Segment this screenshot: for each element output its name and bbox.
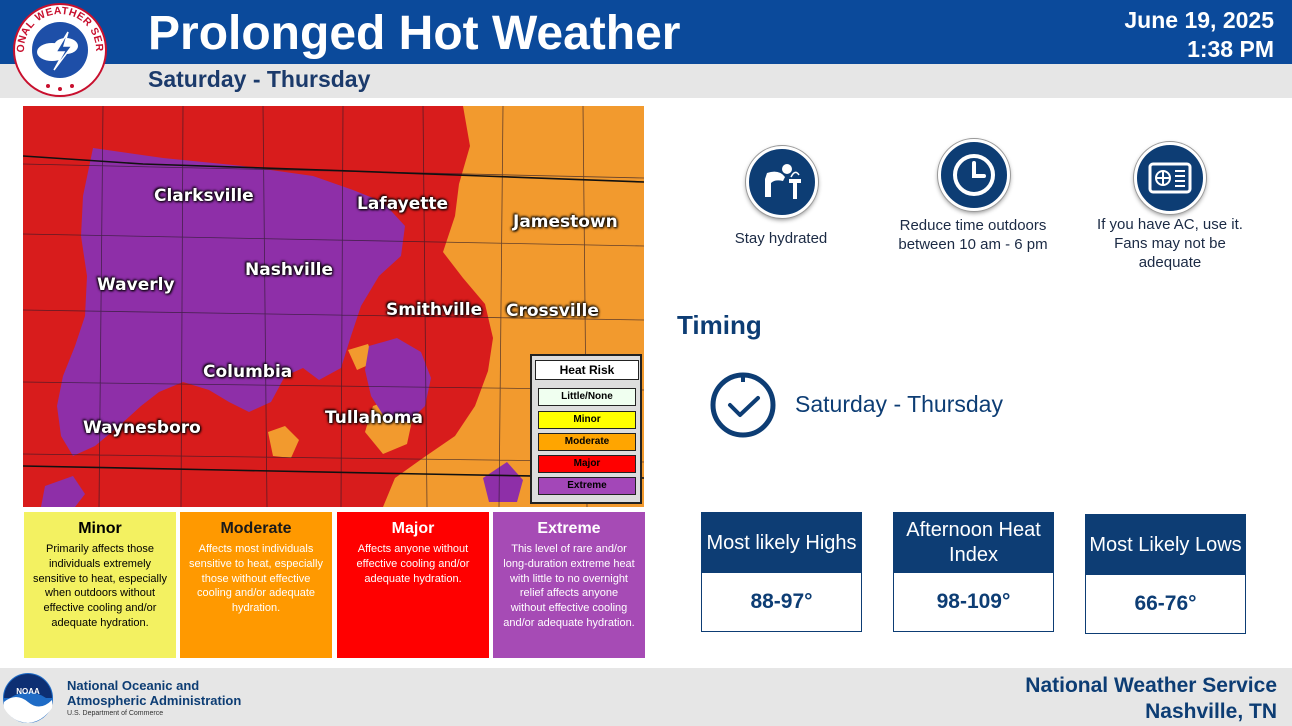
city-label-lafayette: Lafayette [357, 194, 449, 214]
timing-clock-icon [710, 372, 776, 438]
subheader-bar [0, 64, 1292, 98]
risk-title: Extreme [537, 520, 601, 537]
page-subtitle: Saturday - Thursday [148, 66, 371, 92]
drinking-fountain-icon [746, 146, 818, 218]
extreme-patch [41, 476, 85, 507]
timing-text: Saturday - Thursday [795, 391, 1003, 417]
legend-item-extreme: Extreme [538, 477, 636, 495]
legend-item-moderate: Moderate [538, 433, 636, 451]
city-label-crossville: Crossville [506, 301, 599, 321]
city-label-waverly: Waverly [97, 275, 175, 295]
risk-box-extreme: Extreme This level of rare and/or long-d… [493, 512, 645, 658]
noaa-name-line1: National Oceanic and [67, 678, 200, 693]
city-label-columbia: Columbia [203, 362, 293, 382]
city-label-waynesboro: Waynesboro [83, 418, 201, 438]
tip-label-reduce-time: Reduce time outdoors between 10 am - 6 p… [898, 217, 1048, 253]
risk-box-moderate: Moderate Affects most individuals sensit… [180, 512, 332, 658]
noaa-name: National Oceanic and Atmospheric Adminis… [67, 678, 241, 708]
nws-office-line1: National Weather Service [1025, 674, 1277, 697]
noaa-logo: NOAA [3, 673, 53, 723]
stat-value: 98-109° [936, 590, 1011, 613]
risk-title: Major [391, 520, 435, 537]
risk-title: Moderate [220, 520, 292, 537]
stat-label: Afternoon Heat Index [894, 513, 1053, 573]
extreme-patch [483, 462, 523, 502]
nws-logo: NATIONAL WEATHER SERVICE [10, 2, 107, 97]
legend-item-major: Major [538, 455, 636, 473]
stat-value: 66-76° [1134, 592, 1197, 615]
extreme-area [57, 148, 405, 456]
issue-date: June 19, 2025 [1124, 7, 1274, 33]
risk-description: Affects anyone without effective cooling… [356, 543, 470, 585]
heat-risk-map: Clarksville Lafayette Jamestown Nashvill… [23, 106, 644, 507]
footer-bar [0, 668, 1292, 726]
city-label-nashville: Nashville [245, 260, 334, 280]
noaa-name-line2: Atmospheric Administration [67, 693, 242, 708]
tip-label-hydrated: Stay hydrated [734, 230, 828, 247]
city-label-jamestown: Jamestown [513, 212, 618, 232]
extreme-patch [365, 338, 431, 422]
nws-office: National Weather Service Nashville, TN [1025, 673, 1277, 725]
risk-description: Primarily affects those individuals extr… [33, 543, 167, 629]
legend-item-little-none: Little/None [538, 388, 636, 406]
air-conditioner-icon [1134, 142, 1206, 214]
city-label-smithville: Smithville [386, 300, 483, 320]
risk-box-minor: Minor Primarily affects those individual… [24, 512, 176, 658]
risk-title: Minor [78, 520, 122, 537]
legend-item-minor: Minor [538, 411, 636, 429]
moderate-patch [268, 426, 299, 458]
noaa-logo-text: NOAA [16, 687, 40, 696]
noaa-department: U.S. Department of Commerce [67, 710, 164, 717]
issue-time: 1:38 PM [1187, 36, 1274, 62]
issue-datetime: June 19, 2025 1:38 PM [1124, 6, 1274, 64]
risk-box-major: Major Affects anyone without effective c… [337, 512, 489, 658]
map-svg [23, 106, 644, 507]
risk-description: Affects most individuals sensitive to he… [189, 543, 323, 615]
stat-value: 88-97° [750, 590, 813, 613]
timing-title: Timing [677, 310, 762, 340]
heat-risk-legend: Heat Risk Little/None Minor Moderate Maj… [530, 354, 642, 504]
header-bar [0, 0, 1292, 64]
nws-office-line2: Nashville, TN [1145, 700, 1277, 723]
city-label-clarksville: Clarksville [154, 186, 254, 206]
legend-title: Heat Risk [535, 360, 639, 380]
stat-heat-index: Afternoon Heat Index 98-109° [893, 512, 1054, 632]
stat-label: Most likely Highs [702, 513, 861, 573]
stat-highs: Most likely Highs 88-97° [701, 512, 862, 632]
stat-lows: Most Likely Lows 66-76° [1085, 514, 1246, 634]
stat-label: Most Likely Lows [1086, 515, 1245, 575]
city-label-tullahoma: Tullahoma [325, 408, 423, 428]
clock-icon [938, 139, 1010, 211]
page-title: Prolonged Hot Weather [148, 7, 681, 60]
tip-label-ac: If you have AC, use it. Fans may not be … [1097, 216, 1243, 271]
risk-description: This level of rare and/or long-duration … [503, 543, 635, 629]
